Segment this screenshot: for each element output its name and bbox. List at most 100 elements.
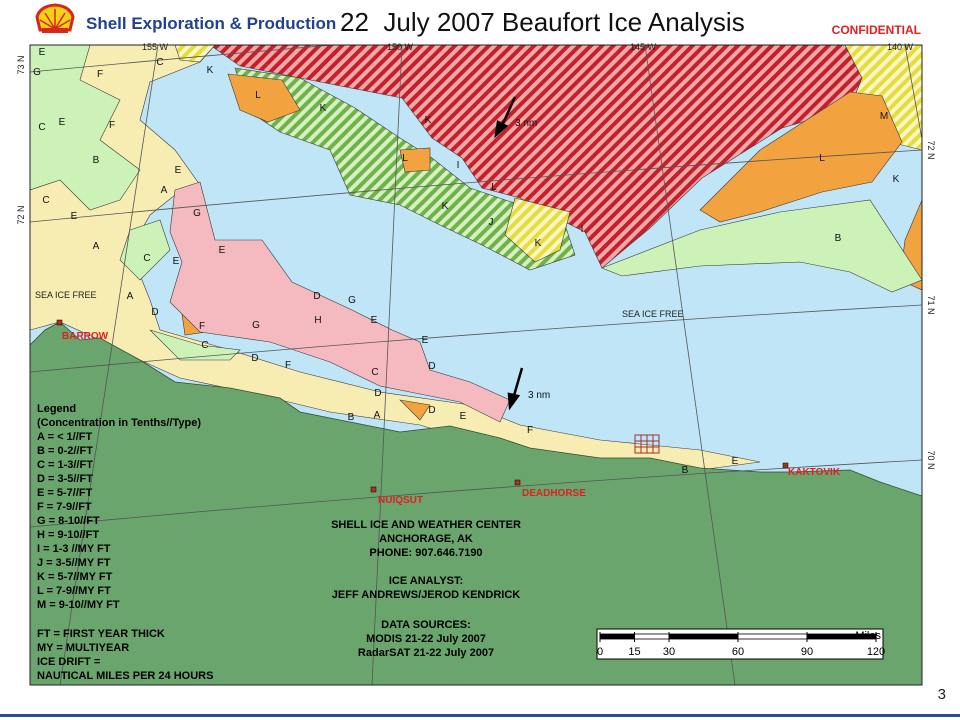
- map: [30, 45, 922, 685]
- ice-label: K: [207, 65, 214, 76]
- legend-item: K = 5-7//MY FT: [37, 571, 113, 583]
- company-name: Shell Exploration & Production: [86, 14, 336, 33]
- ice-label: K: [442, 201, 449, 212]
- page-number: 3: [938, 686, 946, 703]
- place-label: NUIQSUT: [378, 495, 423, 506]
- ice-label: C: [371, 367, 378, 378]
- scale-segment: [599, 633, 635, 640]
- scale-tick-label: 120: [867, 646, 885, 658]
- ice-label: L: [491, 182, 497, 193]
- land: [30, 321, 922, 685]
- ice-label: A: [127, 291, 134, 302]
- ice-label: B: [835, 233, 842, 244]
- legend-note: FT = FIRST YEAR THICK: [37, 628, 165, 640]
- latitude-label: 72 N: [16, 205, 26, 224]
- info-line: SHELL ICE AND WEATHER CENTER: [331, 519, 521, 531]
- graticule: [30, 45, 922, 685]
- ice-label: D: [374, 388, 381, 399]
- ice-label: F: [199, 321, 205, 332]
- info-line: ANCHORAGE, AK: [379, 533, 473, 545]
- legend-item: A = < 1//FT: [37, 431, 93, 443]
- scale-tick-label: 90: [801, 646, 813, 658]
- ice-label: E: [460, 411, 467, 422]
- ice-label: C: [201, 340, 208, 351]
- latitude-label: 71 N: [926, 295, 936, 314]
- map-frame: [29, 44, 923, 686]
- slide-title: 22 July 2007 Beaufort Ice Analysis: [340, 7, 745, 37]
- legend-item: F = 7-9//FT: [37, 501, 92, 513]
- legend-title: Legend: [37, 403, 76, 415]
- legend-item: B = 0-2//FT: [37, 445, 93, 457]
- ice-label: E: [422, 335, 429, 346]
- ice-label: F: [97, 69, 103, 80]
- ice-label: G: [348, 295, 356, 306]
- ice-label: L: [402, 153, 408, 164]
- ice-label: E: [175, 165, 182, 176]
- legend-item: M = 9-10//MY FT: [37, 599, 120, 611]
- ice-label: L: [819, 153, 825, 164]
- ice-label: B: [348, 412, 355, 423]
- scale-segment: [634, 633, 670, 640]
- legend-item: G = 8-10//FT: [37, 515, 100, 527]
- legend-item: J = 3-5//MY FT: [37, 557, 111, 569]
- ice-label: I: [457, 160, 460, 171]
- scale-segment: [737, 633, 808, 640]
- ice-zone-beige: [30, 45, 761, 471]
- open-water-label: SEA ICE FREE: [35, 290, 97, 300]
- ice-label: B: [93, 155, 100, 166]
- ice-label: G: [33, 67, 41, 78]
- ice-zone-light-green-east: [601, 199, 922, 293]
- ice-label: F: [285, 360, 291, 371]
- ice-label: F: [109, 120, 115, 131]
- ice-label: E: [732, 456, 739, 467]
- info-line: ICE ANALYST:: [389, 575, 463, 587]
- scale-segment: [668, 633, 739, 640]
- ice-label: K: [893, 174, 900, 185]
- ice-label: A: [161, 185, 168, 196]
- ice-zone-pink: [169, 181, 511, 423]
- legend-note: MY = MULTIYEAR: [37, 642, 129, 654]
- scale-bar: 0 15 30 60 90 120 Miles: [597, 630, 885, 658]
- longitude-label: 140 W: [887, 42, 914, 52]
- info-line: MODIS 21-22 July 2007: [366, 633, 486, 645]
- ice-label: K: [320, 103, 327, 114]
- latitude-label: 70 N: [926, 450, 936, 469]
- legend-item: E = 5-7//FT: [37, 487, 93, 499]
- ice-label: A: [374, 410, 381, 421]
- scale-tick-label: 15: [628, 646, 640, 658]
- ice-label: E: [371, 315, 378, 326]
- ice-label: D: [251, 353, 258, 364]
- ice-label: L: [255, 90, 261, 101]
- ice-label: D: [313, 291, 320, 302]
- scale-unit: Miles: [855, 630, 881, 642]
- latitude-label: 72 N: [926, 140, 936, 159]
- legend-item: D = 3-5//FT: [37, 473, 93, 485]
- ice-label: C: [143, 253, 150, 264]
- scale-tick-label: 30: [663, 646, 675, 658]
- ice-label: F: [527, 425, 533, 436]
- ice-label: E: [71, 211, 78, 222]
- drift-label: 3 nm: [515, 118, 537, 129]
- ice-label: I: [581, 224, 584, 235]
- ice-label: C: [42, 195, 49, 206]
- legend-item: L = 7-9//MY FT: [37, 585, 111, 597]
- latitude-label: 73 N: [16, 55, 26, 74]
- ice-label: D: [428, 361, 435, 372]
- drift-label: 3 nm: [528, 390, 550, 401]
- legend-item: H = 9-10//FT: [37, 529, 99, 541]
- ice-label: D: [428, 405, 435, 416]
- confidential-label: CONFIDENTIAL: [832, 23, 921, 37]
- ice-zone-light-green: [30, 45, 241, 361]
- place-label: DEADHORSE: [522, 488, 586, 499]
- ice-label: H: [314, 315, 321, 326]
- ice-label: C: [38, 122, 45, 133]
- ice-label: M: [880, 111, 888, 122]
- info-line: RadarSAT 21-22 July 2007: [358, 647, 494, 659]
- longitude-label: 145 W: [630, 42, 657, 52]
- place-markers: [56, 319, 789, 493]
- longitude-label: 155 W: [142, 42, 169, 52]
- ice-label: K: [535, 238, 542, 249]
- place-label: BARROW: [62, 331, 109, 342]
